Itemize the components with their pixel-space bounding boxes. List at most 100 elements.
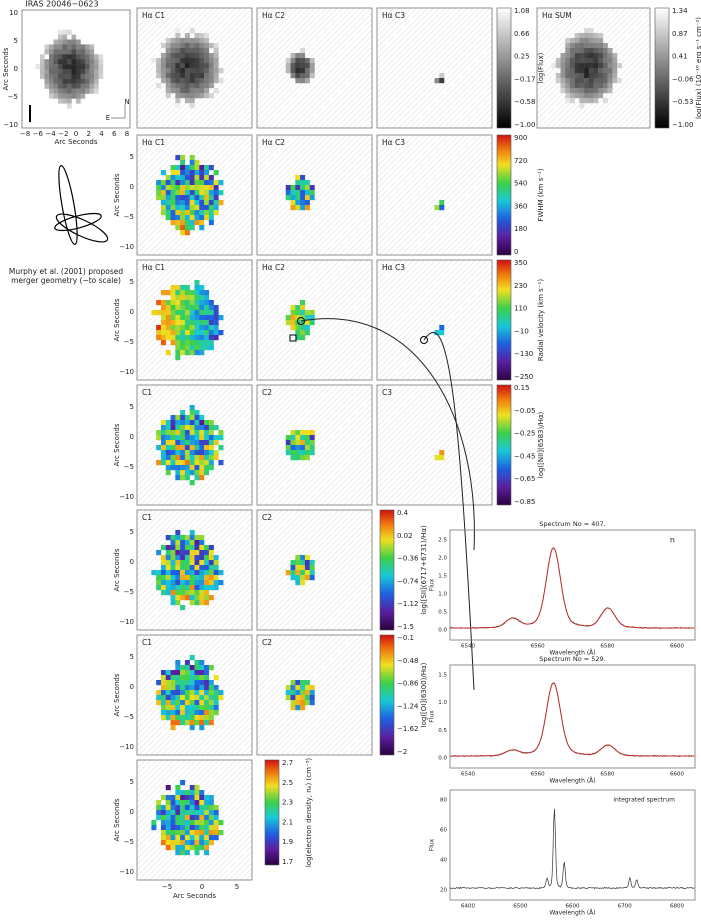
pixel xyxy=(184,565,190,571)
pixel xyxy=(175,570,181,576)
pixel xyxy=(295,190,301,196)
pixel xyxy=(44,49,50,55)
pixel xyxy=(199,320,205,326)
pixel xyxy=(204,185,210,191)
pixel xyxy=(208,58,214,64)
pixel xyxy=(94,88,99,94)
pixel xyxy=(295,680,301,686)
pixel xyxy=(593,73,599,79)
pixel xyxy=(184,290,190,296)
pixel xyxy=(184,63,190,69)
pixel xyxy=(58,93,63,99)
pixel xyxy=(579,43,585,49)
pixel xyxy=(593,43,599,49)
y-tick-label: −10 xyxy=(119,368,134,376)
pixel xyxy=(204,465,210,471)
pixel xyxy=(584,38,589,44)
pixel xyxy=(300,435,306,441)
pixel xyxy=(194,425,200,431)
pixel xyxy=(180,570,186,576)
pixel xyxy=(189,290,195,296)
pixel xyxy=(85,69,90,75)
pixel xyxy=(304,58,310,64)
pixel xyxy=(175,810,181,816)
pixel xyxy=(213,210,219,216)
pixel xyxy=(194,290,200,296)
pixel xyxy=(160,825,166,831)
pixel xyxy=(160,340,166,346)
pixel xyxy=(76,78,81,84)
pixel xyxy=(290,685,296,691)
pixel-map xyxy=(285,175,315,211)
pixel xyxy=(184,720,190,726)
pixel xyxy=(175,325,181,331)
y-tick-label: −10 xyxy=(119,493,134,501)
y-tick-label: 0.0 xyxy=(438,628,447,634)
pixel xyxy=(309,190,315,196)
pixel xyxy=(189,460,195,466)
pixel xyxy=(165,710,171,716)
pixel xyxy=(588,38,594,44)
pixel xyxy=(170,590,176,596)
pixel xyxy=(76,39,81,45)
pixel xyxy=(165,795,171,801)
pixel xyxy=(304,205,310,211)
pixel xyxy=(208,430,214,436)
pixel xyxy=(300,570,306,576)
pixel xyxy=(598,93,604,99)
pixel xyxy=(170,340,176,346)
pixel xyxy=(76,64,81,70)
pixel xyxy=(213,305,219,311)
pixel xyxy=(184,840,190,846)
pixel xyxy=(199,540,205,546)
pixel xyxy=(204,190,210,196)
pixel xyxy=(170,675,176,681)
pixel xyxy=(67,44,72,50)
pixel xyxy=(194,810,200,816)
pixel xyxy=(165,175,171,181)
pixel xyxy=(204,835,210,841)
pixel xyxy=(165,545,171,551)
pixel xyxy=(199,325,205,331)
pixel xyxy=(170,58,176,64)
pixel xyxy=(180,43,186,49)
pixel xyxy=(170,305,176,311)
pixel xyxy=(285,570,291,576)
pixel xyxy=(189,665,195,671)
pixel xyxy=(160,810,166,816)
pixel xyxy=(199,300,205,306)
x-tick-label: 6580 xyxy=(600,644,614,650)
pixel xyxy=(175,155,181,161)
pixel xyxy=(204,195,210,201)
pixel xyxy=(184,585,190,591)
pixel xyxy=(199,340,205,346)
pixel xyxy=(156,445,162,451)
pixel xyxy=(199,790,205,796)
pixel xyxy=(189,670,195,676)
pixel xyxy=(165,470,171,476)
pixel xyxy=(71,49,77,55)
pixel xyxy=(300,330,306,336)
pixel xyxy=(194,840,200,846)
pixel xyxy=(180,695,186,701)
pixel xyxy=(184,420,190,426)
pixel xyxy=(208,815,214,821)
pixel xyxy=(170,555,176,561)
pixel xyxy=(295,700,301,706)
panel-label: Hα C2 xyxy=(262,11,285,20)
pixel xyxy=(204,595,210,601)
pixel xyxy=(180,575,186,581)
pixel xyxy=(194,160,200,166)
pixel xyxy=(175,420,181,426)
pixel xyxy=(300,440,306,446)
pixel xyxy=(94,78,99,84)
pixel xyxy=(199,330,205,336)
pixel xyxy=(290,440,296,446)
y-tick-label: 0 xyxy=(130,683,134,691)
pixel xyxy=(194,680,200,686)
pixel xyxy=(588,58,594,64)
pixel xyxy=(295,560,301,566)
pixel xyxy=(208,210,214,216)
x-axis-label: Wavelength (Å) xyxy=(549,650,595,657)
pixel xyxy=(180,200,186,206)
